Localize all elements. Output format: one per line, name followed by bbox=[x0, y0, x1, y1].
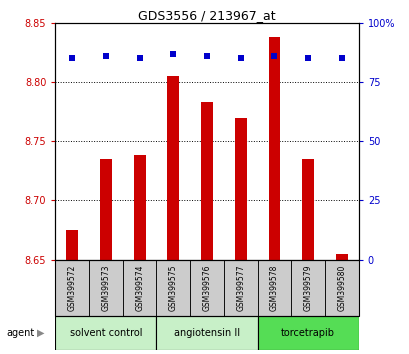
Point bbox=[304, 56, 311, 61]
Bar bbox=[100, 159, 112, 259]
Point bbox=[170, 51, 176, 57]
Text: ▶: ▶ bbox=[37, 328, 44, 338]
Bar bbox=[257, 259, 291, 316]
Text: GSM399575: GSM399575 bbox=[169, 264, 178, 311]
Bar bbox=[257, 316, 358, 350]
Text: GSM399577: GSM399577 bbox=[236, 264, 245, 311]
Bar bbox=[156, 316, 257, 350]
Bar bbox=[55, 259, 89, 316]
Bar bbox=[156, 259, 190, 316]
Text: GSM399578: GSM399578 bbox=[269, 264, 278, 311]
Bar bbox=[55, 316, 156, 350]
Point bbox=[203, 53, 210, 59]
Title: GDS3556 / 213967_at: GDS3556 / 213967_at bbox=[138, 9, 275, 22]
Bar bbox=[89, 259, 122, 316]
Text: solvent control: solvent control bbox=[70, 328, 142, 338]
Text: GSM399574: GSM399574 bbox=[135, 264, 144, 311]
Point bbox=[237, 56, 243, 61]
Bar bbox=[167, 76, 179, 259]
Bar bbox=[234, 118, 246, 259]
Bar bbox=[133, 155, 145, 259]
Text: GSM399580: GSM399580 bbox=[337, 264, 346, 311]
Text: GSM399579: GSM399579 bbox=[303, 264, 312, 311]
Point bbox=[338, 56, 344, 61]
Text: GSM399576: GSM399576 bbox=[202, 264, 211, 311]
Point bbox=[69, 56, 75, 61]
Point bbox=[102, 53, 109, 59]
Bar bbox=[301, 159, 313, 259]
Bar bbox=[66, 230, 78, 259]
Bar bbox=[223, 259, 257, 316]
Bar bbox=[190, 259, 223, 316]
Bar bbox=[268, 37, 280, 259]
Text: GSM399573: GSM399573 bbox=[101, 264, 110, 311]
Point bbox=[136, 56, 143, 61]
Bar bbox=[201, 102, 212, 259]
Text: agent: agent bbox=[6, 328, 34, 338]
Bar bbox=[335, 253, 347, 259]
Bar bbox=[122, 259, 156, 316]
Bar bbox=[324, 259, 358, 316]
Text: GSM399572: GSM399572 bbox=[67, 264, 76, 311]
Text: angiotensin II: angiotensin II bbox=[173, 328, 240, 338]
Point bbox=[270, 53, 277, 59]
Bar bbox=[55, 259, 358, 316]
Bar bbox=[291, 259, 324, 316]
Text: torcetrapib: torcetrapib bbox=[281, 328, 335, 338]
